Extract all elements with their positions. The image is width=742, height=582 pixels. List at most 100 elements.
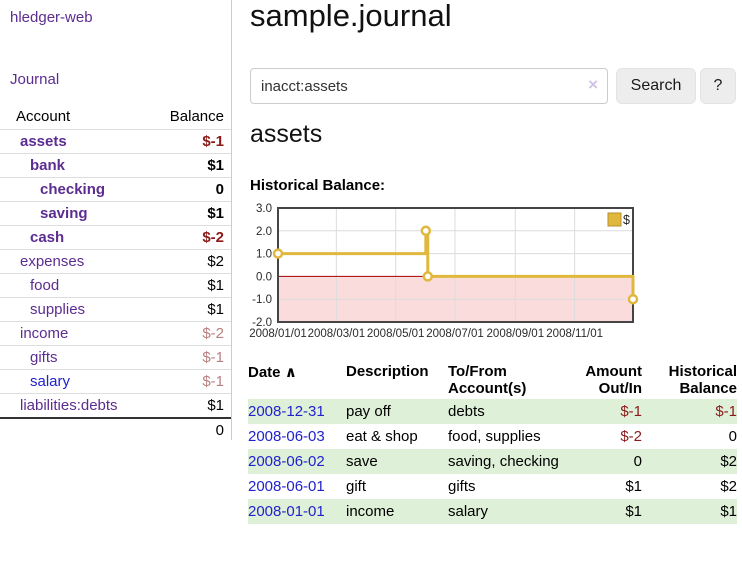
register-row: 2008-06-03 eat & shop food, supplies $-2 0 (248, 424, 737, 449)
transaction-date-link[interactable]: 2008-01-01 (248, 503, 325, 520)
search-input[interactable] (250, 68, 608, 104)
account-balance: $-2 (202, 325, 224, 342)
account-row: liabilities:debts $1 (0, 393, 231, 417)
page-title: sample.journal (250, 0, 452, 33)
transaction-description: gift (346, 478, 367, 495)
help-button[interactable]: ? (700, 68, 736, 104)
column-header-amount: Amount Out/In (585, 363, 642, 397)
column-header-accounts: To/From Account(s) (448, 363, 527, 397)
transaction-description: save (346, 453, 378, 470)
svg-text:-1.0: -1.0 (252, 294, 272, 306)
register-header-row: Date ∧ Description To/From Account(s) Am… (248, 360, 737, 399)
account-balance: $1 (207, 397, 224, 414)
account-row: assets $-1 (0, 129, 231, 153)
accounts-column-header: Account (16, 108, 71, 125)
transaction-date-link[interactable]: 2008-06-02 (248, 453, 325, 470)
svg-text:-2.0: -2.0 (252, 317, 272, 329)
svg-text:2008/09/01: 2008/09/01 (487, 328, 545, 340)
column-header-date[interactable]: Date ∧ (248, 364, 297, 381)
svg-text:2008/03/01: 2008/03/01 (308, 328, 366, 340)
account-row: cash $-2 (0, 225, 231, 249)
account-link[interactable]: saving (40, 205, 88, 222)
transaction-balance: $2 (720, 478, 737, 495)
account-balance: $1 (207, 277, 224, 294)
sort-asc-icon: ∧ (284, 364, 297, 381)
transaction-accounts: salary (448, 503, 489, 520)
account-balance: $1 (207, 301, 224, 318)
account-row: income $-2 (0, 321, 231, 345)
svg-text:2008/07/01: 2008/07/01 (426, 328, 484, 340)
account-row: saving $1 (0, 201, 231, 225)
account-balance: $-1 (202, 133, 224, 150)
transaction-accounts: debts (448, 403, 485, 420)
account-row: gifts $-1 (0, 345, 231, 369)
account-link[interactable]: cash (30, 229, 65, 246)
account-link[interactable]: food (30, 277, 60, 294)
transaction-amount: $1 (625, 503, 642, 520)
svg-text:2008/11/01: 2008/11/01 (546, 328, 603, 340)
transaction-date-link[interactable]: 2008-12-31 (248, 403, 325, 420)
transaction-description: income (346, 503, 395, 520)
transaction-amount: $-2 (620, 428, 642, 445)
account-row: expenses $2 (0, 249, 231, 273)
transaction-amount: $-1 (620, 403, 642, 420)
account-heading: assets (250, 120, 323, 148)
account-balance: 0 (215, 181, 224, 198)
transaction-description: pay off (346, 403, 391, 420)
account-link[interactable]: checking (40, 181, 106, 198)
search-bar: × Search ? (250, 68, 736, 104)
column-header-description: Description (346, 363, 429, 380)
balance-column-header: Balance (169, 108, 224, 125)
transaction-date-link[interactable]: 2008-06-01 (248, 478, 325, 495)
transaction-accounts: gifts (448, 478, 476, 495)
account-link[interactable]: supplies (30, 301, 86, 318)
account-link[interactable]: bank (30, 157, 66, 174)
account-link[interactable]: expenses (20, 253, 85, 270)
account-balance: $2 (207, 253, 224, 270)
svg-text:0.0: 0.0 (256, 271, 272, 283)
register-row: 2008-06-02 save saving, checking 0 $2 (248, 449, 737, 474)
transaction-description: eat & shop (346, 428, 418, 445)
svg-text:$: $ (623, 213, 630, 227)
transaction-accounts: food, supplies (448, 428, 541, 445)
transaction-amount: $1 (625, 478, 642, 495)
account-link[interactable]: gifts (30, 349, 58, 366)
historical-balance-chart: 2008/01/01 2008/03/01 2008/05/01 2008/07/01… (249, 200, 670, 350)
register-row: 2008-06-01 gift gifts $1 $2 (248, 474, 737, 499)
search-button[interactable]: Search (616, 68, 696, 104)
account-balance: $-1 (202, 373, 224, 390)
accounts-list: assets $-1 bank $1 checking 0 saving $1 cash $-2 e… (0, 129, 231, 417)
svg-text:2.0: 2.0 (256, 226, 272, 238)
svg-text:1.0: 1.0 (256, 249, 272, 261)
account-balance: $-1 (202, 349, 224, 366)
svg-text:2008/05/01: 2008/05/01 (367, 328, 425, 340)
accounts-header: Account Balance (0, 104, 231, 129)
clear-search-icon[interactable]: × (588, 75, 598, 94)
transaction-date-link[interactable]: 2008-06-03 (248, 428, 325, 445)
register-row: 2008-01-01 income salary $1 $1 (248, 499, 737, 524)
chart-title: Historical Balance: (250, 177, 386, 194)
transaction-balance: $1 (720, 503, 737, 520)
total-balance: 0 (215, 422, 224, 439)
nav-journal-link[interactable]: Journal (10, 71, 60, 88)
account-link[interactable]: income (20, 325, 69, 342)
accounts-total-row: 0 (0, 417, 231, 442)
account-balance: $-2 (202, 229, 224, 246)
account-link[interactable]: liabilities:debts (20, 397, 118, 414)
transaction-accounts: saving, checking (448, 453, 559, 470)
app-brand-link[interactable]: hledger-web (10, 9, 93, 26)
accounts-panel: Account Balance assets $-1 bank $1 checking 0… (0, 104, 231, 442)
svg-text:2008/01/01: 2008/01/01 (249, 328, 307, 340)
account-row: supplies $1 (0, 297, 231, 321)
transaction-amount: 0 (633, 453, 642, 470)
account-row: food $1 (0, 273, 231, 297)
account-balance: $1 (207, 205, 224, 222)
account-link[interactable]: salary (30, 373, 71, 390)
search-box: × (250, 68, 608, 104)
account-row: salary $-1 (0, 369, 231, 393)
register-table: Date ∧ Description To/From Account(s) Am… (248, 360, 737, 524)
account-row: bank $1 (0, 153, 231, 177)
sidebar: hledger-web Journal Account Balance asse… (0, 0, 232, 440)
account-link[interactable]: assets (20, 133, 67, 150)
register-row: 2008-12-31 pay off debts $-1 $-1 (248, 399, 737, 424)
